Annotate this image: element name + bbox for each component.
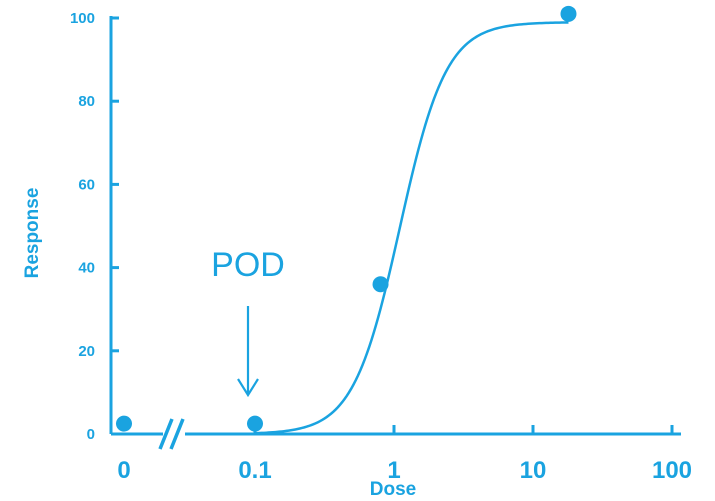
data-point-1 bbox=[116, 415, 132, 432]
y-axis-title: Response bbox=[22, 188, 43, 279]
x-tick-label-0.1: 0.1 bbox=[238, 457, 271, 484]
axis-break-slash-2 bbox=[169, 418, 185, 450]
x-axis-title: Dose bbox=[370, 479, 416, 500]
y-ticks: 0 20 40 60 80 100 bbox=[70, 10, 119, 443]
data-points bbox=[116, 5, 577, 432]
axis-break bbox=[158, 418, 185, 450]
axis-break-slash-1 bbox=[158, 418, 174, 450]
data-point-2 bbox=[247, 415, 263, 432]
y-tick-label-100: 100 bbox=[70, 10, 95, 27]
pod-label: POD bbox=[211, 246, 285, 284]
y-tick-label-80: 80 bbox=[78, 93, 95, 110]
x-tick-label-10: 10 bbox=[520, 457, 547, 484]
pod-annotation: POD bbox=[211, 246, 285, 398]
curve-layer bbox=[254, 21, 569, 435]
x-tick-label-100: 100 bbox=[652, 457, 692, 484]
x-tick-label-1: 1 bbox=[387, 457, 400, 484]
data-point-3 bbox=[372, 276, 389, 293]
y-tick-label-40: 40 bbox=[78, 260, 95, 277]
y-tick-label-20: 20 bbox=[78, 343, 95, 360]
pod-arrow-head bbox=[237, 378, 259, 398]
data-point-4 bbox=[560, 5, 577, 22]
y-tick-label-60: 60 bbox=[78, 176, 95, 193]
x-tick-label-0: 0 bbox=[117, 457, 130, 484]
fit-curve bbox=[254, 21, 569, 435]
y-tick-label-0: 0 bbox=[87, 426, 95, 443]
